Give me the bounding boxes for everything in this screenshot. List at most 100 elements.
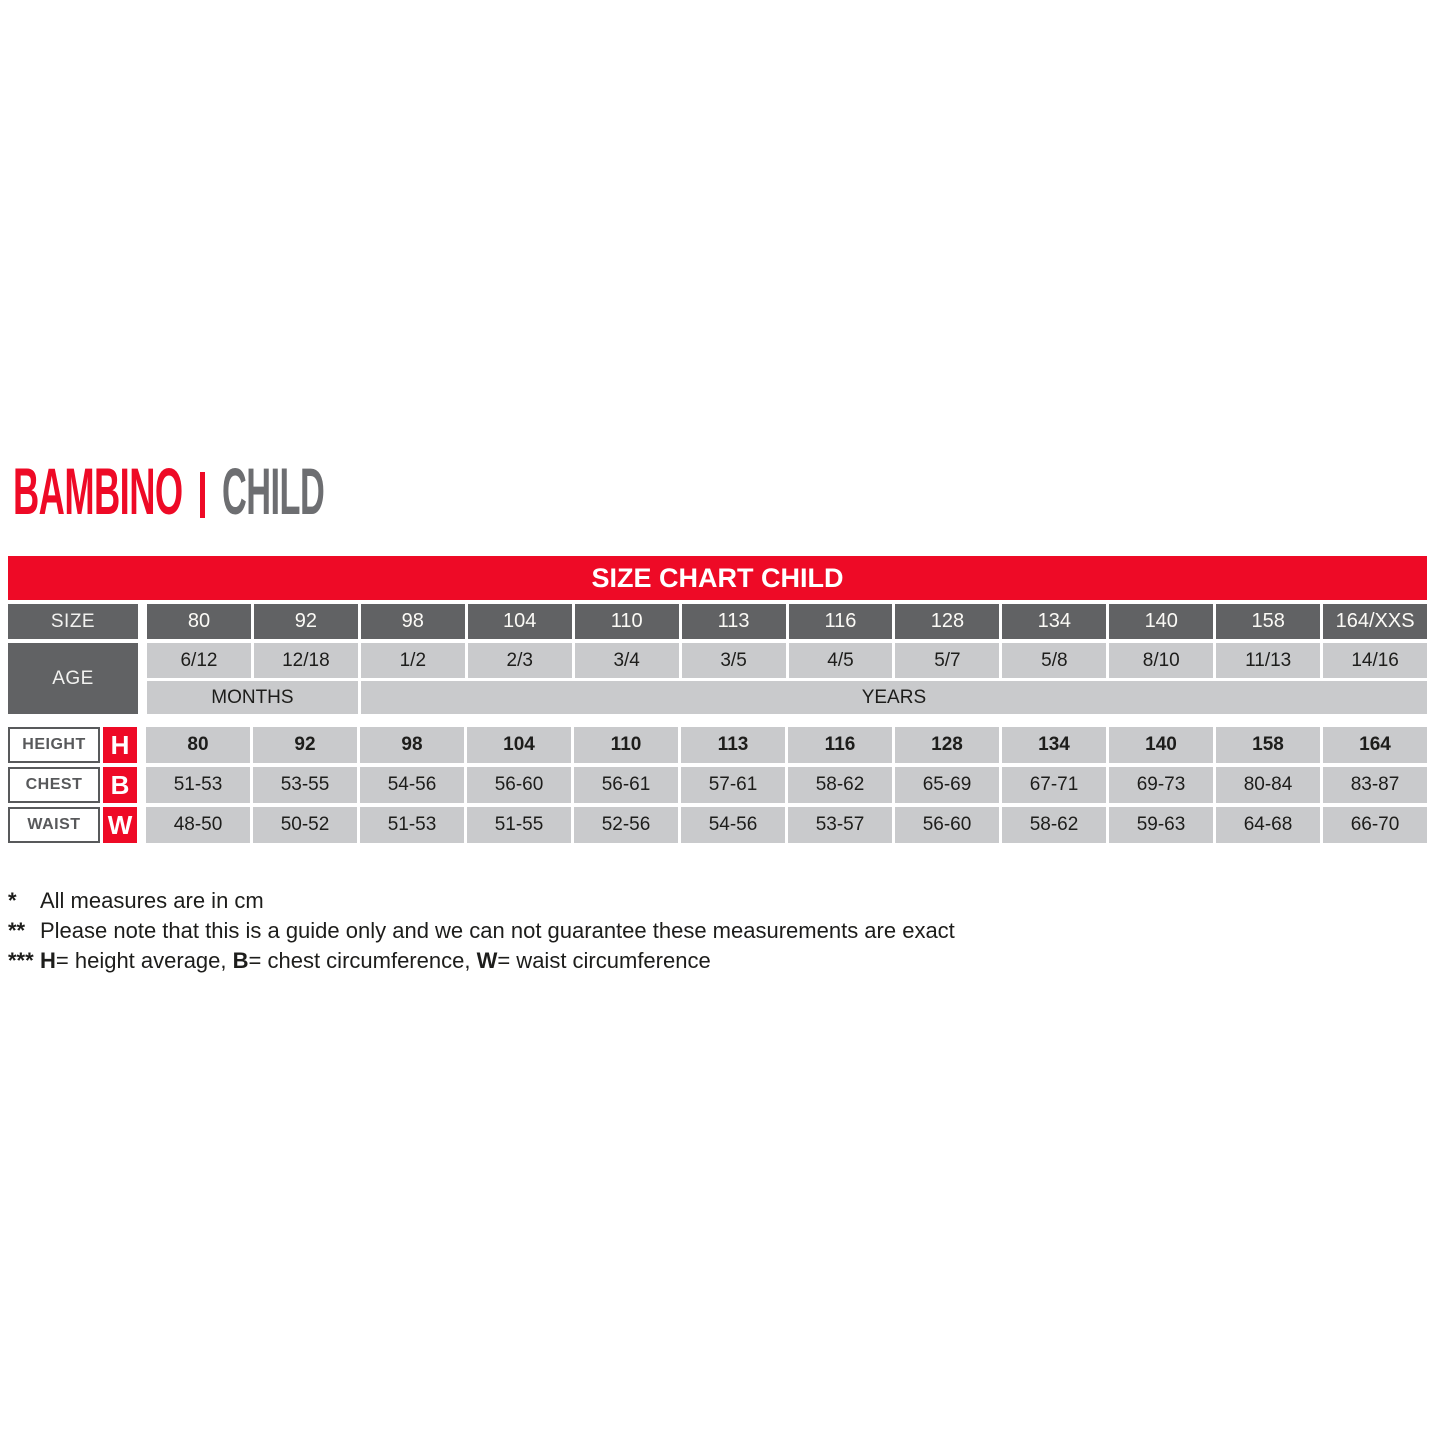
waist-cell: 54-56 <box>681 807 785 843</box>
size-cell: 80 <box>147 604 251 639</box>
height-cell: 80 <box>146 727 250 763</box>
waist-cell: 51-55 <box>467 807 571 843</box>
age-cell: 14/16 <box>1323 643 1428 678</box>
height-cell: 110 <box>574 727 678 763</box>
footnote-marker: * <box>8 888 17 913</box>
height-cell: 113 <box>681 727 785 763</box>
abbrev-w: W <box>476 948 498 973</box>
title-translation: CHILD <box>222 454 325 528</box>
size-cell: 113 <box>681 604 786 639</box>
age-cell: 3/4 <box>574 643 679 678</box>
table-banner: SIZE CHART CHILD <box>8 556 1427 600</box>
page-title: BAMBINO CHILD <box>0 458 600 528</box>
height-cell: 164 <box>1323 727 1427 763</box>
table-banner-title: SIZE CHART CHILD <box>591 562 844 593</box>
chest-cell: 57-61 <box>681 767 785 803</box>
waist-row-label: WAIST <box>8 807 100 843</box>
size-row: SIZE 80 92 98 104 110 113 116 128 134 140 158 164/X… <box>8 604 1428 639</box>
chest-cell: 69-73 <box>1109 767 1213 803</box>
size-cell: 110 <box>574 604 679 639</box>
footnote-text: All measures are in cm <box>40 888 264 913</box>
chest-cell: 67-71 <box>1002 767 1106 803</box>
months-span-cell: MONTHS <box>147 681 358 714</box>
age-values-and-units: 6/12 12/18 1/2 2/3 3/4 3/5 4/5 5/7 5/8 8/10 11/13 1… <box>147 643 1428 714</box>
chest-row: CHEST B 51-53 53-55 54-56 56-60 56-61 57-61 58… <box>8 767 1427 803</box>
chest-cell: 56-61 <box>574 767 678 803</box>
waist-cell: 52-56 <box>574 807 678 843</box>
footnote-text: H= height average, B= chest circumferenc… <box>40 946 711 976</box>
waist-cell: 56-60 <box>895 807 999 843</box>
age-cell: 3/5 <box>681 643 786 678</box>
age-units-row: MONTHS YEARS <box>147 681 1427 714</box>
waist-cell: 64-68 <box>1216 807 1320 843</box>
abbrev-w-text: = waist circumference <box>497 948 711 973</box>
footnote-text: Please note that this is a guide only an… <box>40 918 955 943</box>
age-cell: 12/18 <box>253 643 358 678</box>
waist-cell: 48-50 <box>146 807 250 843</box>
size-cell: 104 <box>467 604 572 639</box>
size-cell: 128 <box>895 604 1000 639</box>
chest-letter-badge: B <box>103 767 137 803</box>
age-cell: 5/8 <box>1002 643 1107 678</box>
size-cell: 164/XXS <box>1323 604 1428 639</box>
footnote-marker: *** <box>8 948 34 973</box>
abbrev-h-text: = height average, <box>55 948 233 973</box>
chest-cell: 56-60 <box>467 767 571 803</box>
age-cell: 4/5 <box>788 643 893 678</box>
chest-cell: 65-69 <box>895 767 999 803</box>
age-block: AGE 6/12 12/18 1/2 2/3 3/4 3/5 4/5 5/7 5/8 8/10 11… <box>8 643 1428 714</box>
height-cell: 140 <box>1109 727 1213 763</box>
title-separator-bar <box>200 472 205 518</box>
abbrev-h: H <box>40 948 56 973</box>
footnote-guide-only: ** Please note that this is a guide only… <box>8 916 1428 946</box>
title-brand: BAMBINO <box>13 454 183 528</box>
height-cell: 134 <box>1002 727 1106 763</box>
waist-letter-badge: W <box>103 807 137 843</box>
years-span-cell: YEARS <box>360 681 1427 714</box>
waist-row: WAIST W 48-50 50-52 51-53 51-55 52-56 54-56 53… <box>8 807 1427 843</box>
height-cell: 128 <box>895 727 999 763</box>
footnote-abbreviations: *** H= height average, B= chest circumfe… <box>8 946 1428 976</box>
age-cell: 1/2 <box>360 643 465 678</box>
size-cell: 98 <box>360 604 465 639</box>
age-cell: 6/12 <box>147 643 251 678</box>
size-cell: 140 <box>1109 604 1214 639</box>
height-cell: 116 <box>788 727 892 763</box>
waist-cell: 59-63 <box>1109 807 1213 843</box>
chest-cell: 51-53 <box>146 767 250 803</box>
chest-cell: 54-56 <box>360 767 464 803</box>
height-row-label: HEIGHT <box>8 727 100 763</box>
height-letter-badge: H <box>103 727 137 763</box>
footnotes: * All measures are in cm ** Please note … <box>8 886 1428 976</box>
chest-row-label: CHEST <box>8 767 100 803</box>
size-cell: 134 <box>1002 604 1107 639</box>
age-cell: 5/7 <box>895 643 1000 678</box>
size-cell: 116 <box>788 604 893 639</box>
age-cell: 2/3 <box>467 643 572 678</box>
waist-cell: 53-57 <box>788 807 892 843</box>
height-cell: 104 <box>467 727 571 763</box>
age-row-label: AGE <box>8 643 138 714</box>
size-cell: 158 <box>1216 604 1321 639</box>
waist-cell: 66-70 <box>1323 807 1427 843</box>
age-values-row: 6/12 12/18 1/2 2/3 3/4 3/5 4/5 5/7 5/8 8/10 11/13 1… <box>147 643 1428 678</box>
height-cell: 98 <box>360 727 464 763</box>
footnote-marker: ** <box>8 918 26 943</box>
footnote-measures-cm: * All measures are in cm <box>8 886 1428 916</box>
chest-cell: 58-62 <box>788 767 892 803</box>
chest-cell: 80-84 <box>1216 767 1320 803</box>
height-cell: 158 <box>1216 727 1320 763</box>
waist-cell: 50-52 <box>253 807 357 843</box>
waist-cell: 51-53 <box>360 807 464 843</box>
waist-cell: 58-62 <box>1002 807 1106 843</box>
abbrev-b: B <box>232 948 249 973</box>
size-chart-table: SIZE CHART CHILD SIZE 80 92 98 104 110 113 116… <box>8 556 1428 847</box>
chest-cell: 53-55 <box>253 767 357 803</box>
size-row-label: SIZE <box>8 604 138 639</box>
abbrev-b-text: = chest circumference, <box>248 948 477 973</box>
age-cell: 11/13 <box>1216 643 1321 678</box>
size-cell: 92 <box>253 604 358 639</box>
height-cell: 92 <box>253 727 357 763</box>
chest-cell: 83-87 <box>1323 767 1427 803</box>
